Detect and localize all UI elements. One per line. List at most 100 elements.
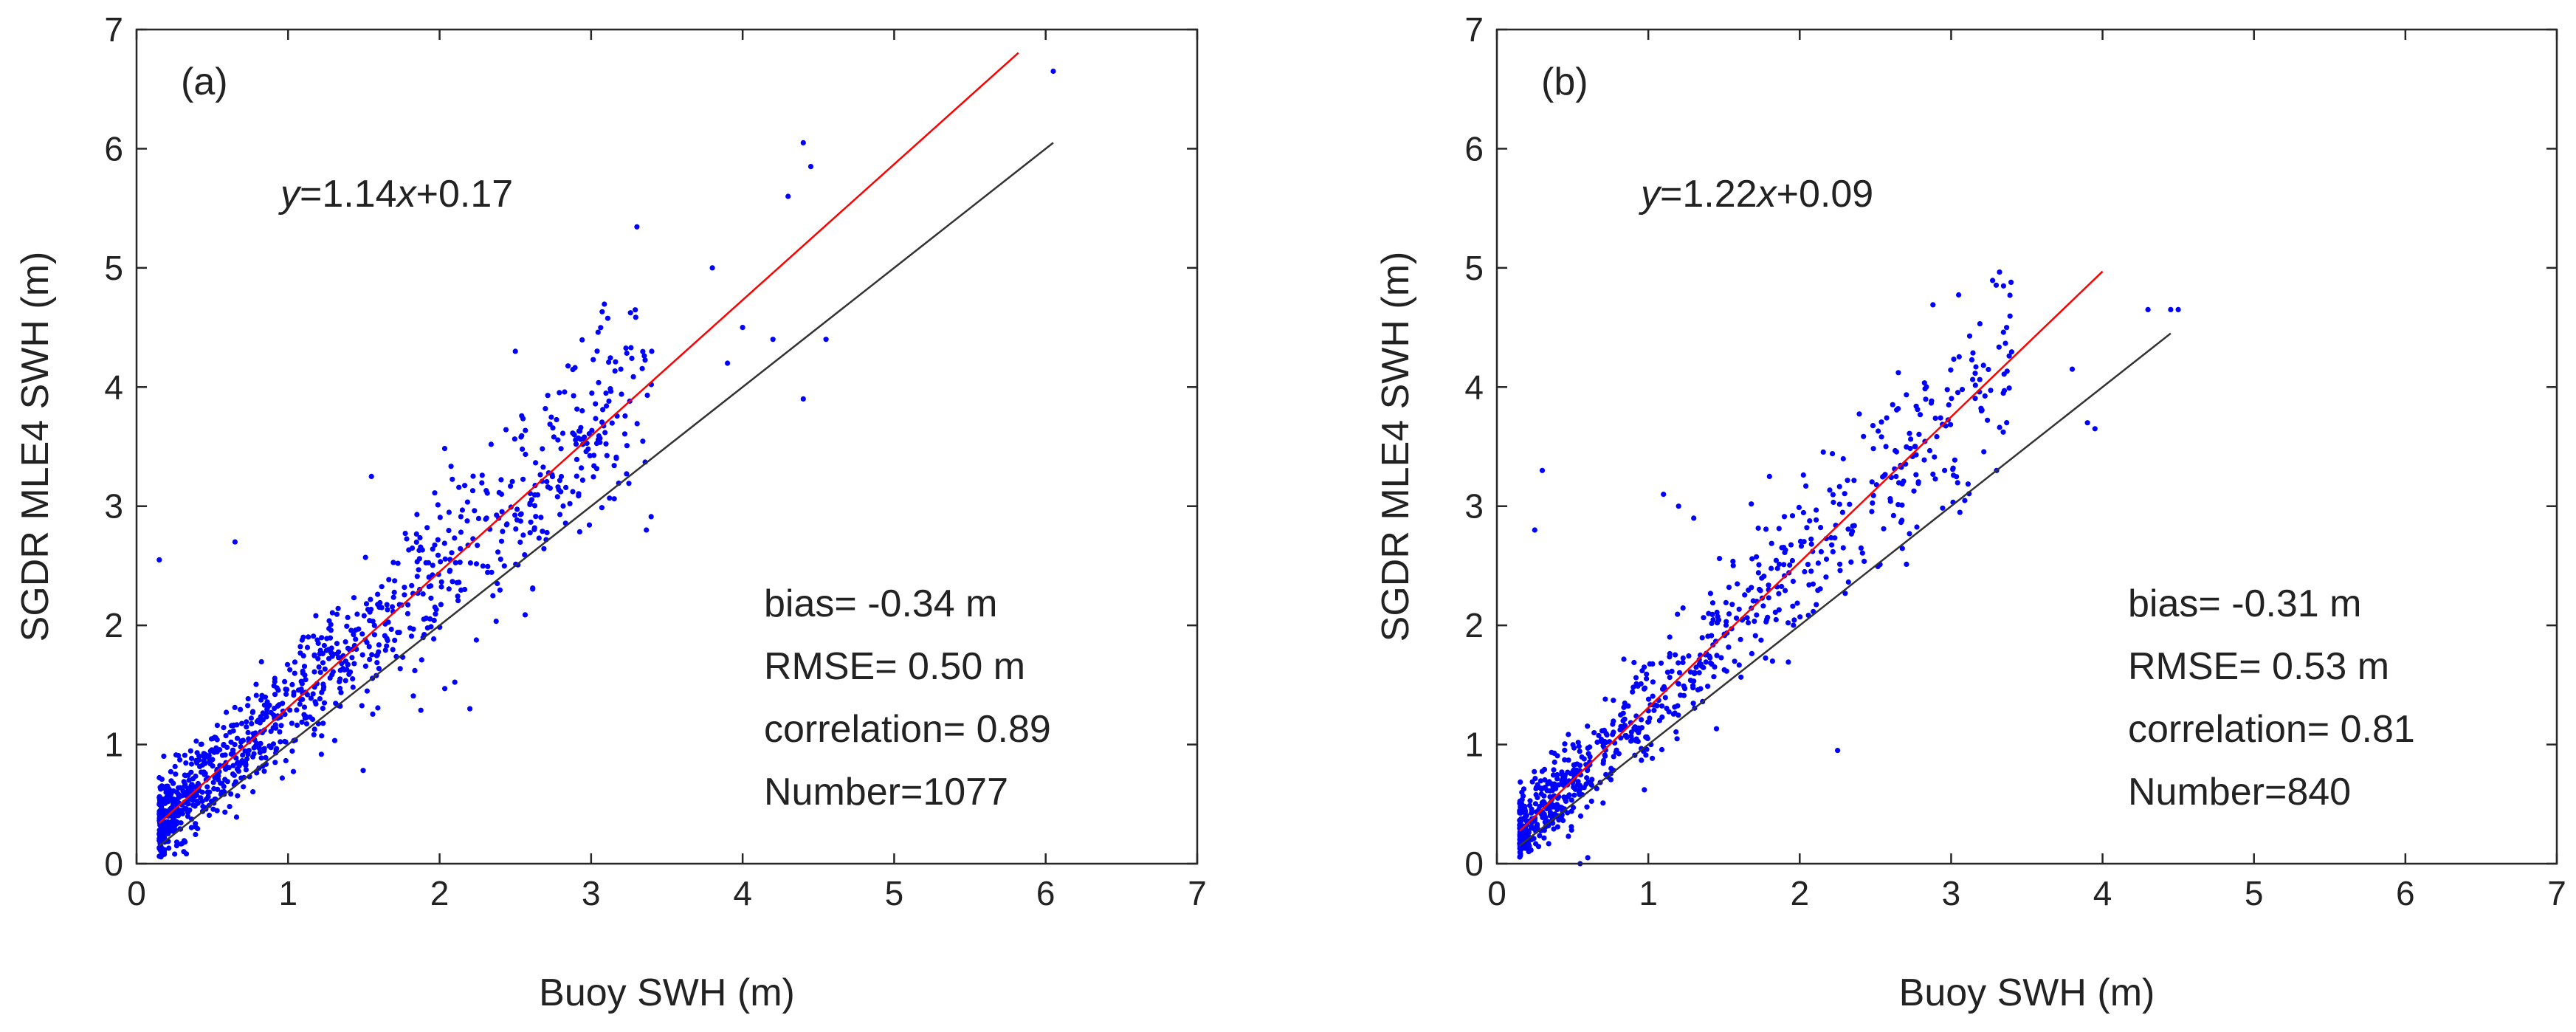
- scatter-point: [276, 702, 282, 708]
- scatter-point: [450, 476, 455, 482]
- scatter-point: [467, 560, 474, 566]
- scatter-point: [2006, 353, 2012, 359]
- scatter-point: [554, 416, 559, 423]
- scatter-point: [328, 627, 334, 633]
- scatter-point: [540, 464, 546, 470]
- scatter-point: [639, 365, 645, 371]
- scatter-point: [1957, 509, 1963, 515]
- scatter-point: [1551, 767, 1557, 773]
- scatter-point: [1972, 371, 1978, 376]
- scatter-point: [1970, 350, 1976, 356]
- scatter-point: [438, 579, 444, 585]
- scatter-point: [1950, 467, 1956, 472]
- scatter-point: [1687, 678, 1693, 684]
- scatter-point: [319, 635, 325, 641]
- scatter-point: [536, 535, 542, 541]
- scatter-point: [1565, 769, 1571, 775]
- scatter-point: [233, 814, 240, 820]
- scatter-point: [165, 797, 171, 803]
- scatter-point: [392, 637, 398, 644]
- scatter-point: [1948, 422, 1954, 427]
- scatter-point: [342, 678, 348, 684]
- scatter-point: [557, 390, 562, 396]
- scatter-point: [1537, 778, 1543, 784]
- scatter-point: [1645, 696, 1652, 702]
- equation-x-a: x: [395, 173, 418, 216]
- scatter-point: [227, 804, 233, 810]
- scatter-point: [194, 750, 200, 756]
- scatter-point: [1521, 844, 1527, 850]
- scatter-point: [586, 431, 592, 437]
- scatter-point: [483, 516, 489, 522]
- scatter-point: [543, 406, 548, 412]
- scatter-point: [621, 431, 628, 437]
- scatter-point: [1680, 659, 1686, 666]
- scatter-point: [609, 420, 615, 426]
- scatter-point: [1955, 480, 1960, 486]
- scatter-point: [197, 763, 203, 770]
- scatter-point: [210, 806, 216, 812]
- scatter-point: [282, 738, 288, 745]
- scatter-point: [259, 692, 265, 698]
- scatter-point: [1823, 556, 1830, 563]
- scatter-point: [1926, 447, 1933, 454]
- scatter-point: [1533, 792, 1539, 798]
- scatter-point: [368, 596, 373, 602]
- stat-correlation-a: correlation= 0.89: [764, 708, 1051, 751]
- scatter-point: [1577, 749, 1583, 754]
- scatter-point: [176, 793, 182, 799]
- scatter-point: [485, 569, 491, 576]
- scatter-point: [1639, 717, 1645, 723]
- scatter-point: [1794, 600, 1800, 606]
- scatter-point: [1769, 565, 1774, 571]
- scatter-point: [557, 512, 563, 517]
- scatter-point: [1644, 671, 1650, 677]
- scatter-point: [1518, 816, 1523, 822]
- scatter-panel-a: 0 1 2 3 4 5 6 7 0 1 2 3 4 5 6 7 (a) y=1.14x+0.17 bias=…: [14, 10, 1207, 1014]
- scatter-point: [287, 707, 293, 713]
- scatter-point: [187, 748, 193, 754]
- scatter-point: [359, 631, 365, 637]
- scatter-point: [1791, 622, 1797, 628]
- scatter-point: [1588, 798, 1594, 804]
- scatter-point: [1585, 751, 1591, 757]
- scatter-point: [1776, 526, 1782, 532]
- scatter-point: [282, 712, 288, 718]
- scatter-point: [1673, 652, 1678, 658]
- scatter-point: [490, 593, 496, 599]
- scatter-point: [1576, 743, 1582, 749]
- scatter-point: [211, 785, 217, 792]
- scatter-point: [473, 637, 480, 643]
- scatter-point: [413, 531, 419, 537]
- scatter-point: [188, 825, 194, 830]
- scatter-point: [619, 391, 624, 397]
- scatter-point: [1565, 810, 1571, 816]
- scatter-point: [199, 798, 205, 805]
- scatter-point: [317, 670, 323, 675]
- scatter-point: [1890, 402, 1895, 407]
- scatter-point: [1716, 617, 1722, 623]
- scatter-point: [1997, 269, 2002, 275]
- scatter-point: [1921, 457, 1927, 463]
- scatter-point: [218, 789, 224, 795]
- scatter-point: [1730, 563, 1736, 568]
- scatter-point: [1757, 588, 1763, 594]
- scatter-point: [1990, 278, 1996, 283]
- scatter-point: [2000, 329, 2006, 335]
- scatter-point: [235, 793, 241, 799]
- scatter-point: [1585, 768, 1591, 774]
- scatter-point: [1639, 757, 1645, 763]
- fit-line-b: [1518, 270, 2104, 832]
- scatter-point: [607, 355, 613, 361]
- scatter-point: [1680, 655, 1686, 661]
- scatter-point: [1618, 735, 1624, 741]
- scatter-point: [563, 484, 569, 491]
- scatter-point: [800, 396, 806, 402]
- scatter-point: [351, 661, 357, 667]
- scatter-point: [435, 552, 441, 558]
- scatter-point: [1904, 561, 1909, 568]
- x-tick-label: 1: [278, 874, 297, 912]
- scatter-point: [1643, 752, 1649, 758]
- scatter-point: [2000, 429, 2006, 435]
- scatter-point: [329, 610, 335, 616]
